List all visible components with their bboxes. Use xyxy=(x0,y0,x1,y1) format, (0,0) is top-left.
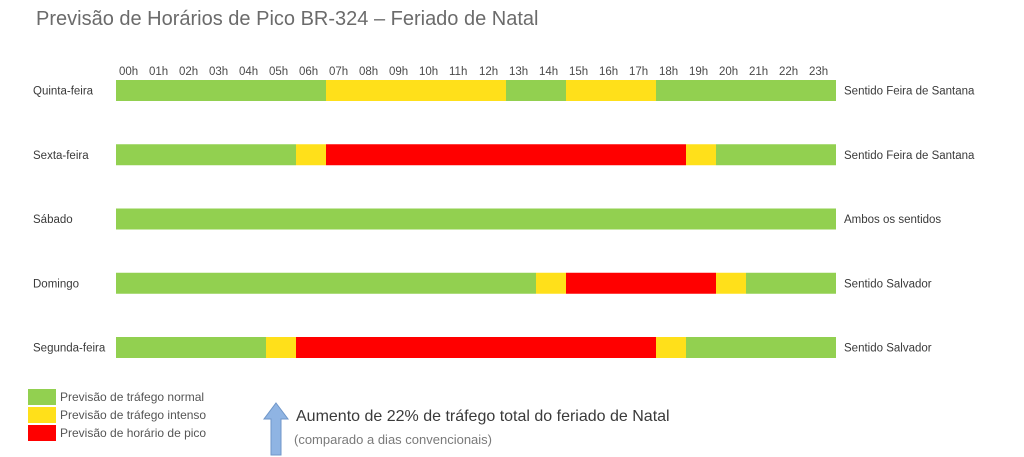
hour-tick-label: 22h xyxy=(779,66,798,78)
traffic-increase-value: Aumento de 22% xyxy=(296,408,419,425)
hour-tick-label: 04h xyxy=(239,66,258,78)
segment-intense xyxy=(266,337,296,358)
segment-normal xyxy=(716,144,836,166)
segment-intense xyxy=(326,80,506,101)
traffic-increase-text: de tráfego total do feriado de Natal xyxy=(418,408,670,425)
up-arrow-icon xyxy=(263,402,289,456)
segment-peak xyxy=(296,337,656,358)
hour-tick-label: 17h xyxy=(629,66,648,78)
segment-intense xyxy=(566,80,656,101)
hour-tick-label: 12h xyxy=(479,66,498,78)
segment-normal xyxy=(746,272,836,294)
day-label: Domingo xyxy=(33,278,79,290)
direction-label: Sentido Salvador xyxy=(844,278,932,290)
hour-tick-label: 10h xyxy=(419,66,438,78)
direction-label: Sentido Feira de Santana xyxy=(844,86,975,98)
segment-normal xyxy=(116,80,326,101)
segment-peak xyxy=(566,272,716,294)
legend-label-peak: Previsão de horário de pico xyxy=(60,426,207,440)
hour-tick-label: 13h xyxy=(509,66,528,78)
legend-swatch-peak xyxy=(28,425,56,441)
hour-tick-label: 16h xyxy=(599,66,618,78)
hour-tick-label: 07h xyxy=(329,66,348,78)
segment-normal xyxy=(506,80,566,101)
legend-label-normal: Previsão de tráfego normal xyxy=(60,390,205,404)
legend-swatch-normal xyxy=(28,389,56,405)
day-label: Segunda-feira xyxy=(33,343,106,355)
segment-normal xyxy=(656,80,836,101)
hour-tick-label: 18h xyxy=(659,66,678,78)
legend-swatch-intense xyxy=(28,407,56,423)
hour-tick-label: 03h xyxy=(209,66,228,78)
hour-tick-label: 23h xyxy=(809,66,828,78)
day-label: Sábado xyxy=(33,214,73,226)
segment-intense xyxy=(296,144,326,166)
hour-tick-label: 11h xyxy=(449,66,467,78)
segment-intense xyxy=(716,272,746,294)
day-label: Sexta-feira xyxy=(33,150,89,162)
hour-tick-label: 05h xyxy=(269,66,288,78)
segment-normal xyxy=(116,337,266,358)
segment-peak xyxy=(326,144,686,166)
segment-normal xyxy=(116,272,536,294)
hour-tick-label: 20h xyxy=(719,66,738,78)
day-label: Quinta-feira xyxy=(33,86,94,98)
hour-tick-label: 21h xyxy=(749,66,768,78)
segment-intense xyxy=(686,144,716,166)
hour-tick-label: 06h xyxy=(299,66,318,78)
traffic-increase-subnote: (comparado a dias convencionais) xyxy=(294,432,492,447)
hour-tick-label: 01h xyxy=(149,66,168,78)
direction-label: Ambos os sentidos xyxy=(844,214,941,226)
hour-tick-label: 02h xyxy=(179,66,198,78)
legend-label-intense: Previsão de tráfego intenso xyxy=(60,408,207,422)
segment-intense xyxy=(536,272,566,294)
segment-intense xyxy=(656,337,686,358)
hour-tick-label: 08h xyxy=(359,66,378,78)
hour-tick-label: 14h xyxy=(539,66,558,78)
segment-normal xyxy=(116,208,836,230)
chart-title: Previsão de Horários de Pico BR-324 – Fe… xyxy=(36,8,539,30)
direction-label: Sentido Feira de Santana xyxy=(844,150,975,162)
segment-normal xyxy=(116,144,296,166)
hour-tick-label: 19h xyxy=(689,66,708,78)
hour-tick-label: 00h xyxy=(119,66,138,78)
segment-normal xyxy=(686,337,836,358)
hour-tick-label: 09h xyxy=(389,66,408,78)
direction-label: Sentido Salvador xyxy=(844,343,932,355)
hour-tick-label: 15h xyxy=(569,66,588,78)
traffic-increase-note: Aumento de 22% de tráfego total do feria… xyxy=(296,408,670,426)
